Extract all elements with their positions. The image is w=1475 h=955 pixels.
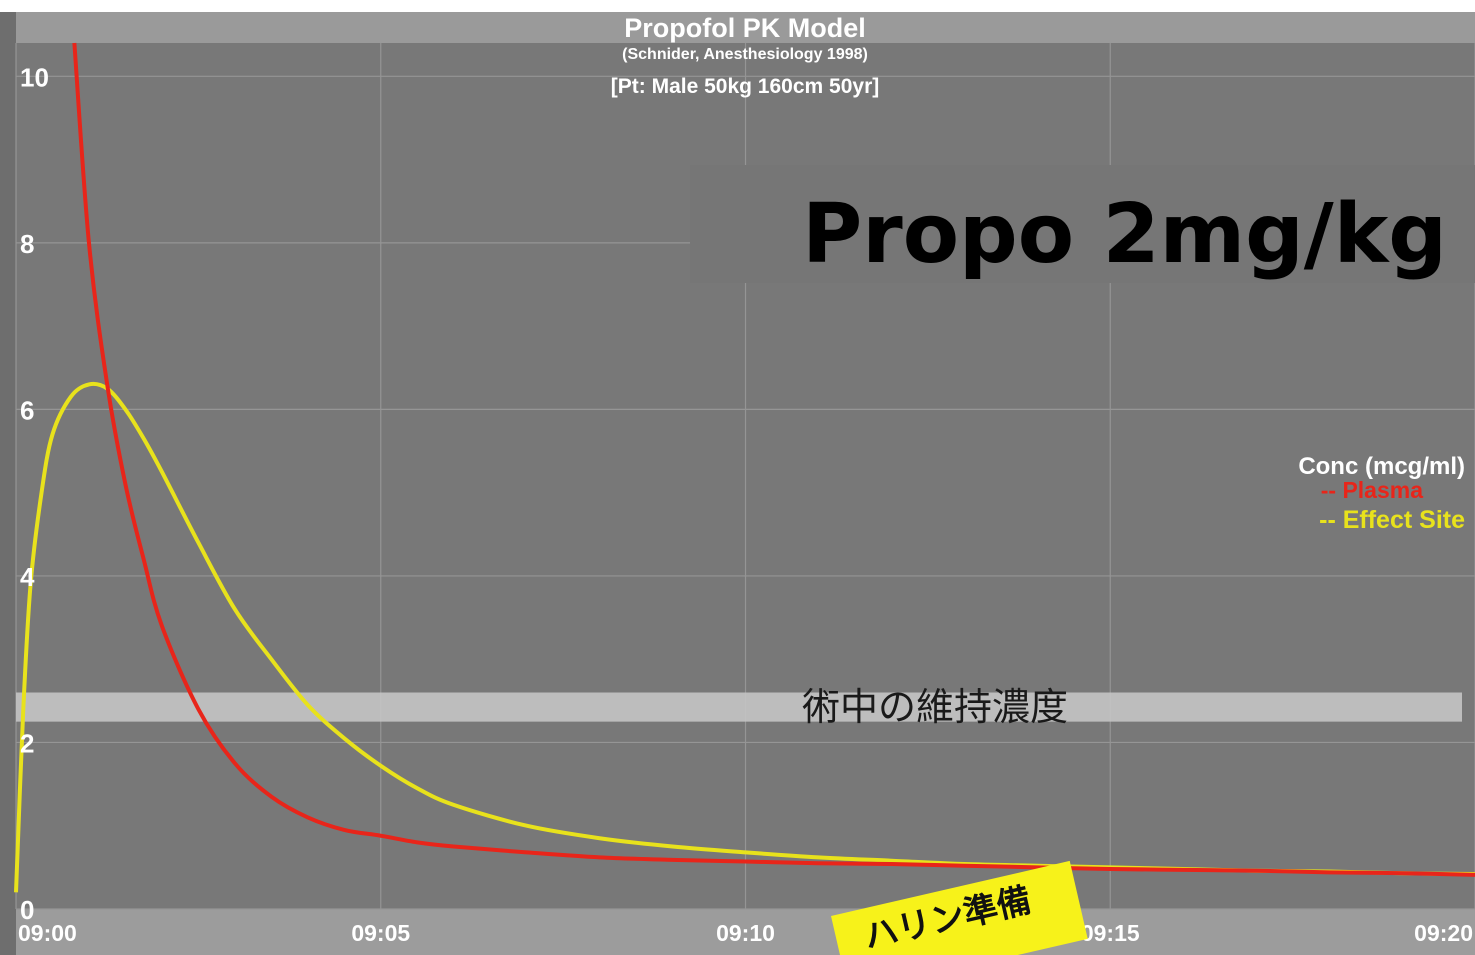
- x-tick-label: 09:00: [18, 920, 77, 946]
- headline-box: [690, 165, 1475, 283]
- y-tick-label: 2: [20, 728, 34, 758]
- x-tick-label: 09:10: [716, 920, 775, 946]
- chart-title: Propofol PK Model: [624, 13, 865, 43]
- grid-lines: [15, 43, 1475, 910]
- y-tick-label: 8: [20, 229, 34, 259]
- axis-ticks: 0 2 4 6 8 10 09:00 09:05 09:10 09:15 09:20: [18, 62, 1473, 946]
- legend-effect-site: -- Effect Site: [1319, 506, 1465, 534]
- plasma-series-line: [72, 42, 1475, 877]
- x-tick-label: 09:15: [1081, 920, 1140, 946]
- maintenance-band: [16, 692, 1462, 722]
- sticky-note-paper: [831, 860, 1088, 955]
- y-tick-label: 10: [20, 62, 49, 92]
- patient-info: [Pt: Male 50kg 160cm 50yr]: [611, 75, 879, 98]
- title-strip: [16, 12, 1475, 43]
- chart-subtitle: (Schnider, Anesthesiology 1998): [622, 46, 868, 63]
- x-tick-label: 09:05: [351, 920, 410, 946]
- maintenance-band-label: 術中の維持濃度: [802, 685, 1068, 729]
- legend-plasma: -- Plasma: [1321, 477, 1423, 503]
- y-tick-label: 6: [20, 395, 34, 425]
- x-tick-label: 09:20: [1414, 920, 1473, 946]
- legend-title: Conc (mcg/ml): [1298, 453, 1465, 480]
- x-axis-strip: [16, 909, 1475, 955]
- y-tick-label: 4: [20, 562, 35, 592]
- series-lines: [14, 42, 1475, 893]
- top-margin: [0, 0, 1475, 12]
- y-tick-label: 0: [20, 895, 34, 925]
- headline-text: Propo 2mg/kg: [802, 187, 1447, 282]
- legend: Conc (mcg/ml) -- Plasma -- Effect Site: [1298, 453, 1465, 534]
